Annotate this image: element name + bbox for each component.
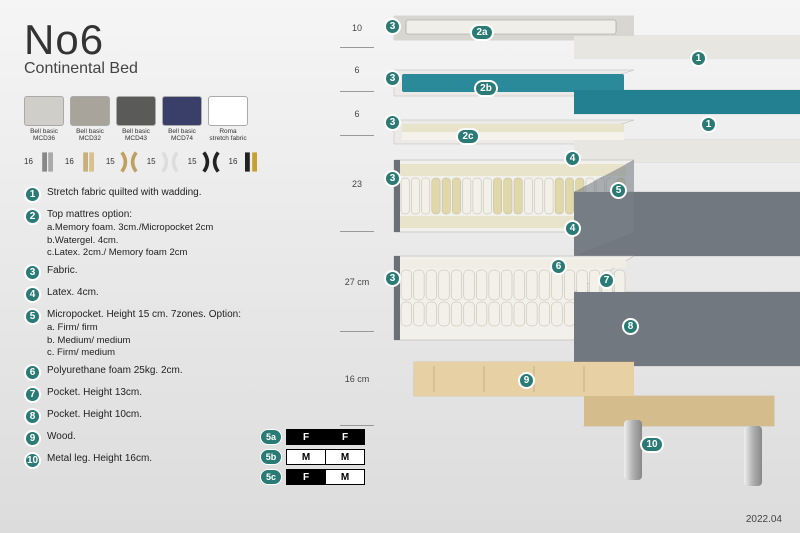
- diagram-callout: 4: [564, 150, 581, 167]
- leg-option: 16: [229, 150, 264, 172]
- diagram-callout: 5: [610, 182, 627, 199]
- diagram-callout: 8: [622, 318, 639, 335]
- diagram-callout: 3: [384, 170, 401, 187]
- fabric-swatch: Bell basicMCD36: [24, 96, 64, 142]
- fabric-swatch: Bell basicMCD74: [162, 96, 202, 142]
- legend-item: 6Polyurethane foam 25kg. 2cm.: [24, 364, 324, 381]
- diagram-callout: 3: [384, 270, 401, 287]
- diagram-callout: 2a: [470, 24, 494, 41]
- layer-height-label: 27 cm: [340, 232, 374, 332]
- fabric-swatch: Bell basicMCD43: [116, 96, 156, 142]
- legend-item: 5Micropocket. Height 15 cm. 7zones. Opti…: [24, 308, 324, 359]
- bed-cutaway-svg: [374, 0, 800, 500]
- page-title: No6: [24, 16, 324, 64]
- bed-diagram: 10662327 cm16 cm: [340, 0, 800, 533]
- legend-item: 2Top mattres option:a.Memory foam. 3cm./…: [24, 208, 324, 259]
- legend-item: 8Pocket. Height 10cm.: [24, 408, 324, 425]
- layer-height-label: 10: [340, 8, 374, 48]
- leg-option: 15: [188, 150, 223, 172]
- legend-list: 1Stretch fabric quilted with wadding. 2To…: [24, 186, 324, 469]
- legend-item: 3Fabric.: [24, 264, 324, 281]
- diagram-callout: 9: [518, 372, 535, 389]
- diagram-callout: 3: [384, 114, 401, 131]
- leg-option: 15: [147, 150, 182, 172]
- fabric-swatch: Bell basicMCD32: [70, 96, 110, 142]
- diagram-callout: 4: [564, 220, 581, 237]
- diagram-callout: 2b: [474, 80, 498, 97]
- layer-height-label: 6: [340, 92, 374, 136]
- version-date: 2022.04: [746, 514, 782, 525]
- leg-option: 15: [106, 150, 141, 172]
- leg-option: 16: [24, 150, 59, 172]
- diagram-callout: 7: [598, 272, 615, 289]
- leg-option: 16: [65, 150, 100, 172]
- layer-height-label: 16 cm: [340, 332, 374, 426]
- diagram-callout: 10: [640, 436, 664, 453]
- diagram-callout: 2c: [456, 128, 480, 145]
- diagram-callout: 3: [384, 18, 401, 35]
- legend-item: 1Stretch fabric quilted with wadding.: [24, 186, 324, 203]
- layer-height-label: 6: [340, 48, 374, 92]
- diagram-callout: 3: [384, 70, 401, 87]
- fabric-swatch: Romastretch fabric: [208, 96, 248, 142]
- legend-item: 4Latex. 4cm.: [24, 286, 324, 303]
- layer-height-label: 23: [340, 136, 374, 232]
- page-subtitle: Continental Bed: [24, 60, 324, 78]
- diagram-callout: 1: [700, 116, 717, 133]
- diagram-callout: 1: [690, 50, 707, 67]
- leg-options: 16 16 15 15 15 16: [24, 150, 324, 172]
- legend-item: 7Pocket. Height 13cm.: [24, 386, 324, 403]
- diagram-callout: 6: [550, 258, 567, 275]
- fabric-swatches: Bell basicMCD36Bell basicMCD32Bell basic…: [24, 96, 324, 142]
